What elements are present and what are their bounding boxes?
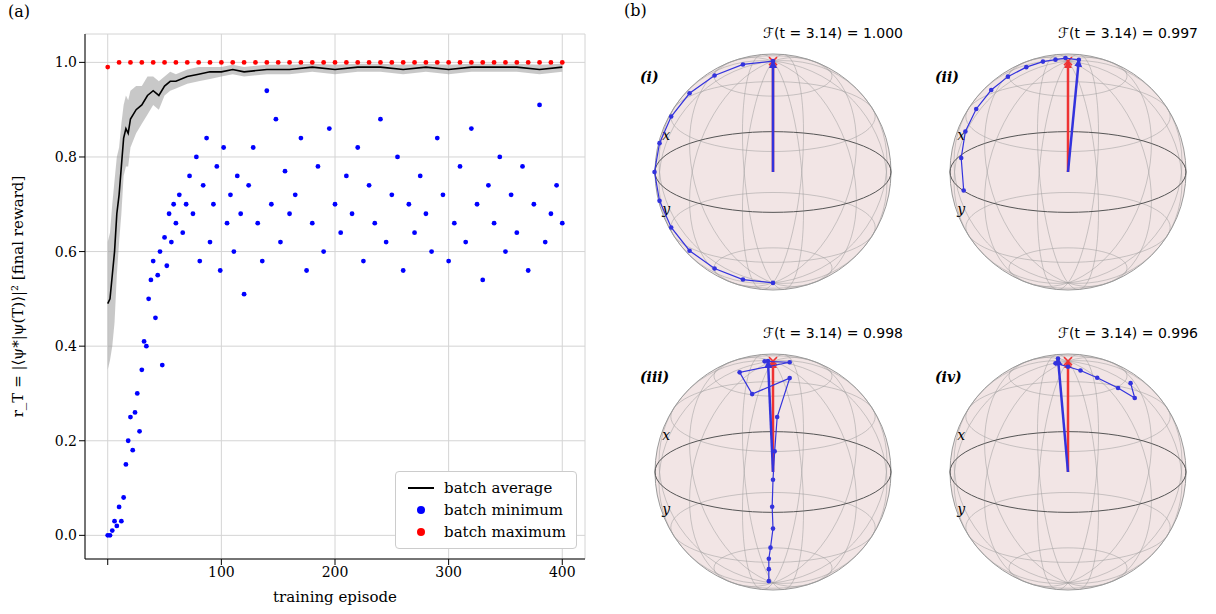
svg-text:y: y (956, 501, 966, 517)
svg-text:x: x (957, 127, 966, 144)
svg-text:y: y (661, 501, 671, 517)
svg-text:1.0: 1.0 (55, 54, 77, 70)
svg-text:0.0: 0.0 (55, 527, 77, 543)
svg-text:x: x (662, 127, 671, 144)
svg-text:(ii): (ii) (935, 69, 959, 85)
svg-text:0.2: 0.2 (55, 433, 77, 449)
svg-text:x: x (957, 427, 965, 443)
html-text:batch maximum: batch maximum (444, 523, 566, 541)
svg-text:(iv): (iv) (935, 369, 962, 385)
svg-text:r_T = |⟨ψ*|ψ(T)⟩|² [final rewa: r_T = |⟨ψ*|ψ(T)⟩|² [final reward] (9, 176, 27, 418)
svg-text:200: 200 (322, 564, 349, 580)
svg-text:ℱ(t = 3.14) = 1.000: ℱ(t = 3.14) = 1.000 (763, 25, 903, 41)
svg-text:0.6: 0.6 (55, 244, 77, 260)
html-text:(a): (a) (8, 2, 30, 21)
svg-text:0.4: 0.4 (55, 338, 77, 354)
svg-text:(b): (b) (624, 1, 647, 20)
svg-text:(i): (i) (640, 69, 659, 85)
svg-text:0.8: 0.8 (55, 149, 77, 165)
svg-text:300: 300 (435, 564, 462, 580)
svg-text:training episode: training episode (273, 588, 397, 606)
svg-text:y: y (956, 201, 966, 217)
svg-text:y: y (662, 200, 671, 217)
svg-text:400: 400 (549, 564, 576, 580)
svg-text:ℱ(t = 3.14) = 0.998: ℱ(t = 3.14) = 0.998 (763, 325, 903, 341)
html-text:batch average: batch average (444, 479, 553, 497)
svg-text:ℱ(t = 3.14) = 0.997: ℱ(t = 3.14) = 0.997 (1058, 25, 1198, 41)
html-text:batch minimum: batch minimum (444, 501, 564, 519)
svg-text:(iii): (iii) (640, 369, 669, 385)
svg-text:100: 100 (208, 564, 235, 580)
svg-text:ℱ(t = 3.14) = 0.996: ℱ(t = 3.14) = 0.996 (1058, 325, 1198, 341)
svg-text:x: x (662, 427, 670, 443)
